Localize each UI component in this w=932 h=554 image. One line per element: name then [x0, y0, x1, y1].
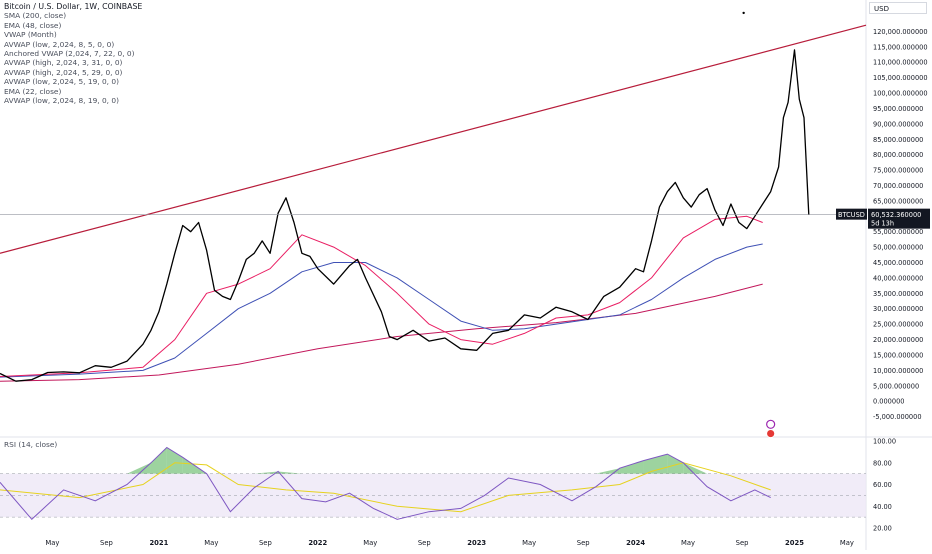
y-tick-label: 115,000.000000: [873, 43, 928, 51]
x-tick-label: 2022: [308, 539, 327, 547]
x-tick-label: Sep: [577, 539, 590, 547]
x-tick-label: Sep: [259, 539, 272, 547]
y-tick-label: 55,000.000000: [873, 228, 923, 236]
x-tick-label: May: [681, 539, 695, 547]
x-tick-label: 2021: [149, 539, 168, 547]
y-tick-label: 65,000.000000: [873, 197, 923, 205]
x-tick-label: Sep: [100, 539, 113, 547]
y-tick-label: 100,000.000000: [873, 90, 928, 98]
rsi-tick-label: 60.00: [873, 481, 892, 489]
indicator-label[interactable]: EMA (48, close): [4, 20, 62, 30]
y-tick-label: 90,000.000000: [873, 120, 923, 128]
y-tick-label: 10,000.000000: [873, 367, 923, 375]
y-tick-label: 20,000.000000: [873, 336, 923, 344]
indicator-label[interactable]: SMA (200, close): [4, 11, 67, 21]
y-tick-label: 80,000.000000: [873, 151, 923, 159]
indicator-label[interactable]: VWAP (Month): [4, 30, 57, 40]
y-tick-label: 50,000.000000: [873, 244, 923, 252]
indicator-label[interactable]: AVWAP (low, 2,024, 8, 19, 0, 0): [4, 96, 119, 106]
sma200-line[interactable]: [0, 283, 763, 382]
y-tick-label: 110,000.000000: [873, 59, 928, 67]
countdown-tag: 5d 13h: [871, 220, 894, 228]
rsi-line[interactable]: [0, 446, 771, 521]
trendline[interactable]: [0, 24, 867, 254]
y-tick-label: 75,000.000000: [873, 167, 923, 175]
symbol-tag[interactable]: BTCUSD: [838, 211, 865, 219]
rsi-overbought-fill: [254, 471, 279, 474]
price-tag[interactable]: 60,532.360000: [871, 211, 921, 219]
rsi-tick-label: 100.00: [873, 438, 896, 446]
indicator-label[interactable]: Anchored VWAP (2,024, 7, 22, 0, 0): [4, 49, 135, 59]
y-tick-label: 0.000000: [873, 398, 904, 406]
x-tick-label: Sep: [418, 539, 431, 547]
y-tick-label: 15,000.000000: [873, 351, 923, 359]
y-tick-label: 85,000.000000: [873, 136, 923, 144]
rsi-tick-label: 20.00: [873, 525, 892, 533]
earnings-icon[interactable]: [766, 419, 776, 429]
x-tick-label: 2023: [467, 539, 486, 547]
rsi-tick-label: 40.00: [873, 503, 892, 511]
y-tick-label: 120,000.000000: [873, 28, 928, 36]
rsi-title[interactable]: RSI (14, close): [4, 440, 58, 449]
symbol-title[interactable]: Bitcoin / U.S. Dollar, 1W, COINBASE: [4, 2, 143, 11]
y-tick-label: 70,000.000000: [873, 182, 923, 190]
indicator-label[interactable]: AVWAP (low, 2,024, 5, 19, 0, 0): [4, 77, 119, 87]
indicator-label[interactable]: AVWAP (high, 2,024, 3, 31, 0, 0): [4, 58, 123, 68]
rsi-overbought-fill: [150, 447, 167, 474]
x-tick-label: Sep: [736, 539, 749, 547]
rsi-overbought-fill: [166, 447, 183, 474]
axes: -5,000.000000 0.000000 5,000.000000 10,000.…: [45, 28, 930, 547]
dot-marker: [742, 11, 745, 15]
flag-icon[interactable]: [766, 429, 776, 438]
indicator-legend: Bitcoin / U.S. Dollar, 1W, COINBASE SMA …: [4, 2, 142, 105]
rsi-overbought-fill: [278, 471, 302, 474]
rsi-overbought-fill: [667, 454, 684, 474]
y-tick-label: 40,000.000000: [873, 274, 923, 282]
x-tick-label: May: [45, 539, 59, 547]
symbol-tag-bg: [836, 208, 867, 220]
rsi-tick-label: 80.00: [873, 459, 892, 467]
y-tick-label: 105,000.000000: [873, 74, 928, 82]
y-tick-label: -5,000.000000: [873, 413, 922, 421]
rsi-overbought-fill: [683, 462, 708, 474]
indicator-label[interactable]: AVWAP (high, 2,024, 5, 29, 0, 0): [4, 67, 123, 77]
x-tick-label: May: [522, 539, 536, 547]
y-tick-label: 25,000.000000: [873, 321, 923, 329]
currency-selector[interactable]: USD: [869, 2, 927, 14]
price-tag-bg: [868, 208, 930, 229]
y-tick-label: 30,000.000000: [873, 305, 923, 313]
price-pane: [0, 11, 867, 438]
rsi-ma-line[interactable]: [0, 462, 771, 513]
indicator-label[interactable]: EMA (22, close): [4, 86, 62, 96]
ema48-line[interactable]: [0, 243, 763, 378]
price-line[interactable]: [0, 49, 810, 382]
y-tick-label: 5,000.000000: [873, 382, 919, 390]
x-tick-label: May: [204, 539, 218, 547]
y-tick-label: 35,000.000000: [873, 290, 923, 298]
rsi-pane: [0, 446, 866, 521]
x-tick-label: 2024: [626, 539, 645, 547]
rsi-overbought-fill: [127, 462, 151, 474]
rsi-overbought-fill: [619, 460, 644, 474]
x-tick-label: 2025: [785, 539, 804, 547]
x-tick-label: May: [840, 539, 854, 547]
y-tick-label: 95,000.000000: [873, 105, 923, 113]
indicator-label[interactable]: AVWAP (low, 2,024, 8, 5, 0, 0): [4, 39, 115, 49]
x-tick-label: May: [363, 539, 377, 547]
ema22-line[interactable]: [0, 215, 763, 377]
y-tick-label: 45,000.000000: [873, 259, 923, 267]
